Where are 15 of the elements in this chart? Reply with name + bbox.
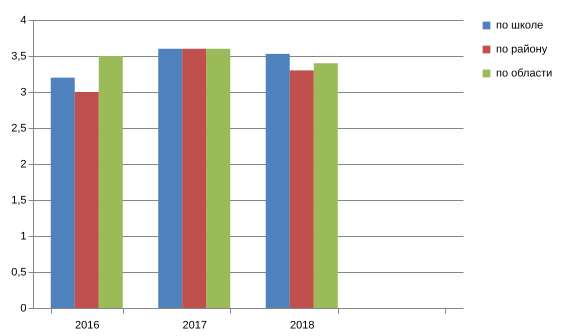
y-tick-label: 1 — [20, 230, 26, 242]
x-tick-label: 2018 — [290, 320, 314, 332]
y-tick-label: 0,5 — [11, 266, 26, 278]
y-tick-label: 4 — [20, 14, 26, 26]
y-tick-label: 2 — [20, 158, 26, 170]
y-tick-label: 3 — [20, 86, 26, 98]
x-tick-label: 2016 — [75, 320, 100, 332]
legend-label: по школе — [496, 20, 544, 32]
legend-label: по области — [496, 68, 552, 80]
x-tick-label: 2017 — [182, 320, 207, 332]
y-tick-label: 1,5 — [11, 194, 26, 206]
y-tick-label: 2,5 — [11, 122, 26, 134]
legend-label: по району — [496, 44, 548, 56]
y-tick-label: 0 — [20, 302, 26, 314]
y-tick-label: 3,5 — [11, 50, 26, 62]
